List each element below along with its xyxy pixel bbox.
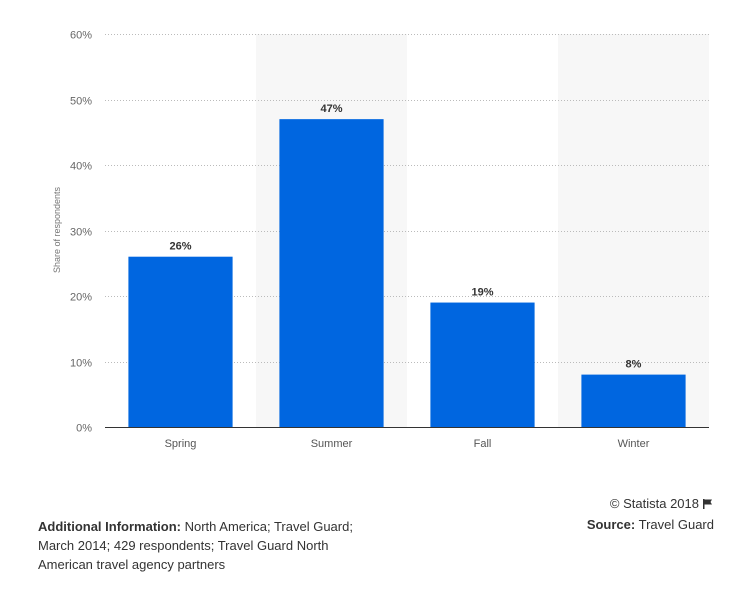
data-label-spring: 26% [169,241,191,253]
data-label-summer: 47% [320,103,342,115]
y-axis-label: Share of respondents [52,186,62,273]
bar-spring [128,256,233,427]
bar-summer [279,119,384,428]
y-tick-label-40: 40% [70,161,92,173]
source-line: Source: Travel Guard [587,515,714,534]
y-tick-label-60: 60% [70,30,92,42]
info-label: Additional Information: [38,519,181,534]
flag-icon[interactable] [702,496,714,515]
y-tick-label-50: 50% [70,96,92,108]
bar-fall [430,302,535,427]
copyright-text: © Statista 2018 [609,496,699,511]
copyright-line[interactable]: © Statista 2018 [587,494,714,515]
bars: 26% 47% 19% 8% [128,103,686,428]
y-tick-label-10: 10% [70,358,92,370]
info-text: North America; Travel Guard; March 2014;… [38,519,353,572]
y-tick-label-30: 30% [70,227,92,239]
y-tick-label-0: 0% [76,423,92,435]
x-tick-label-winter: Winter [618,438,650,450]
x-axis-ticks: Spring Summer Fall Winter [165,438,650,450]
x-tick-label-fall: Fall [474,438,492,450]
y-axis-ticks: 0% 10% 20% 30% 40% 50% 60% [70,30,92,435]
bar-chart: 26%47%19%8% 0%10%20%30%40%50%60% Spring S… [52,30,709,450]
x-tick-label-spring: Spring [165,438,197,450]
x-tick-label-summer: Summer [311,438,353,450]
band-winter [558,34,709,427]
data-label-winter: 8% [626,359,642,371]
footer-source-block: © Statista 2018 Source: Travel Guard [587,494,714,534]
source-value[interactable]: Travel Guard [638,517,714,532]
y-tick-label-20: 20% [70,292,92,304]
source-label: Source: [586,517,636,532]
additional-information: Additional Information: North America; T… [38,517,368,574]
data-label-fall: 19% [471,287,493,299]
bar-winter [581,374,686,427]
